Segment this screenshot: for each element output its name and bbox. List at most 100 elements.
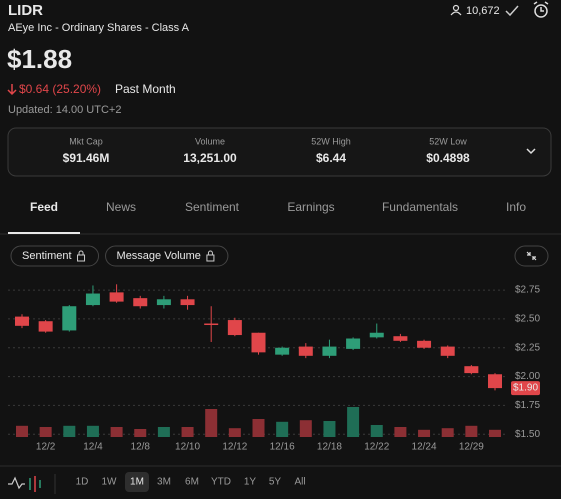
price-change: $0.64 (25.20%): [19, 82, 101, 96]
candle-body: [62, 306, 77, 331]
candle-body: [275, 347, 290, 355]
ticker: LIDR: [8, 2, 43, 19]
y-tick-label: $2.75: [515, 285, 540, 296]
chip-label: Message Volume: [117, 250, 201, 262]
volume-bar: [157, 427, 170, 437]
lock-icon: [77, 250, 86, 262]
range-button[interactable]: 6M: [185, 477, 199, 488]
tab[interactable]: Feed: [30, 200, 58, 214]
y-tick-label: $2.50: [515, 314, 540, 325]
tab[interactable]: Info: [506, 200, 526, 214]
filter-chip[interactable]: [105, 245, 229, 267]
x-tick-label: 12/18: [317, 442, 342, 453]
candle-body: [393, 336, 408, 341]
candle-body: [227, 320, 242, 336]
period: Past Month: [115, 82, 176, 96]
range-button[interactable]: 1W: [102, 477, 118, 488]
x-tick-label: 12/2: [36, 442, 56, 453]
y-tick-label: $2.25: [515, 342, 540, 353]
tab[interactable]: Earnings: [287, 200, 334, 214]
range-button[interactable]: 1D: [76, 477, 89, 488]
volume-bar: [347, 407, 360, 437]
range-selected: [125, 472, 149, 492]
volume-bar: [110, 427, 123, 437]
tab[interactable]: News: [106, 200, 136, 214]
volume-bar: [489, 429, 501, 437]
range-button[interactable]: YTD: [211, 477, 231, 488]
stat-label: 52W Low: [429, 136, 467, 146]
x-tick-label: 12/16: [270, 442, 295, 453]
volume-bar: [39, 427, 52, 437]
stat-label: Mkt Cap: [69, 136, 103, 146]
watch-icon[interactable]: [505, 5, 519, 17]
candle-chart-icon[interactable]: [29, 476, 41, 492]
updated: Updated: 14.00 UTC+2: [8, 104, 121, 116]
volume-bar: [276, 421, 289, 437]
tab[interactable]: Sentiment: [185, 200, 240, 214]
volume-bar: [86, 425, 99, 437]
filter-chip[interactable]: [10, 245, 100, 267]
volume-bar: [323, 421, 336, 437]
x-tick-label: 12/8: [131, 442, 151, 453]
range-button[interactable]: 3M: [157, 477, 171, 488]
volume-bar: [205, 409, 218, 437]
stats-panel: [7, 127, 552, 177]
tab-underline: [8, 232, 80, 234]
down-arrow: [7, 84, 17, 96]
line-chart-icon[interactable]: [8, 476, 25, 490]
candle-body: [180, 299, 195, 306]
lock-icon: [206, 250, 215, 262]
candle-body: [133, 298, 148, 307]
last-price-marker: [511, 381, 540, 396]
volume-bar: [16, 425, 28, 437]
candle-body: [369, 332, 384, 338]
alarm-icon[interactable]: [533, 1, 549, 18]
candle-body: [156, 299, 171, 306]
y-tick-label: $2.00: [515, 371, 540, 382]
candle-body: [417, 340, 432, 348]
volume-bar: [181, 427, 194, 437]
volume-bar: [394, 427, 407, 437]
stat-value: $6.44: [316, 151, 346, 165]
stat-label: Volume: [195, 136, 225, 146]
followers: 10,672: [466, 5, 500, 17]
tab[interactable]: Fundamentals: [382, 200, 458, 214]
x-tick-label: 12/12: [222, 442, 247, 453]
x-tick-label: 12/4: [83, 442, 103, 453]
range-button[interactable]: 1M: [130, 477, 144, 488]
collapse-button[interactable]: [514, 245, 549, 267]
x-tick-label: 12/24: [412, 442, 437, 453]
candle-body: [204, 323, 219, 326]
stat-value: $91.46M: [63, 151, 110, 165]
candle-body: [38, 321, 53, 332]
collapse-icon: [526, 251, 537, 261]
y-tick-label: $1.75: [515, 400, 540, 411]
range-button[interactable]: 1Y: [244, 477, 257, 488]
volume-bar: [63, 425, 76, 437]
expand-chevron[interactable]: [526, 148, 536, 155]
candle-body: [251, 332, 266, 353]
stat-value: 13,251.00: [183, 151, 237, 165]
volume-bar: [134, 429, 147, 437]
candle-body: [464, 366, 479, 374]
y-tick-label: $1.50: [515, 429, 540, 440]
company-name: AEye Inc - Ordinary Shares - Class A: [8, 22, 190, 34]
range-button[interactable]: 5Y: [269, 477, 282, 488]
volume-bar: [370, 425, 383, 437]
candle-body: [109, 292, 124, 302]
volume-bar: [252, 419, 265, 437]
volume-bar: [465, 425, 478, 437]
candle-body: [298, 346, 313, 356]
last-price-label: $1.90: [513, 383, 538, 394]
volume-bar: [299, 420, 312, 437]
candle-body: [440, 346, 455, 356]
candle-body: [322, 346, 337, 356]
x-tick-label: 12/22: [364, 442, 389, 453]
candle-body: [346, 338, 361, 349]
range-button[interactable]: All: [294, 477, 305, 488]
volume-bar: [441, 428, 454, 437]
followers-icon: [450, 4, 462, 16]
volume-bar: [228, 428, 241, 437]
